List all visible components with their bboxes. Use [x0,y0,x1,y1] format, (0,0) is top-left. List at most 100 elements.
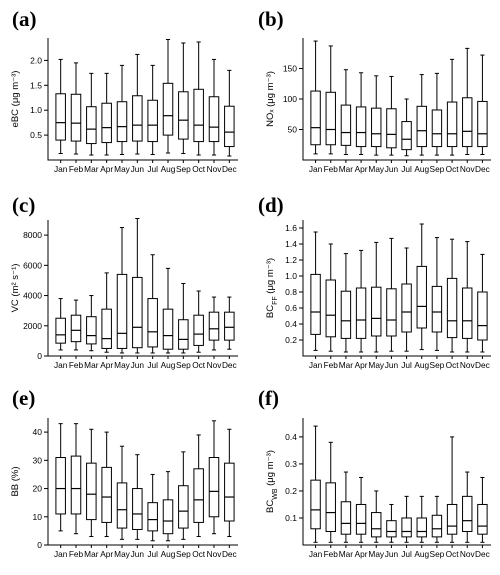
iqr-box [446,277,458,339]
y-tick-label: 0.5 [30,130,42,140]
iqr-box [55,93,66,141]
x-tick-label: Feb [69,360,84,370]
x-tick-label: Jan [54,164,68,174]
iqr-box [70,314,82,343]
iqr-box [162,499,174,535]
y-tick-label: 50 [288,125,298,135]
y-tick-label: 40 [33,427,43,437]
axis-frame [302,38,491,161]
x-tick-label: Nov [207,164,223,174]
chart-panel-d: (d) 0.2 0.4 0.6 0.8 1.0 1.2 1.4 1.6 BCFF (μg m⁻³)… [258,193,491,370]
x-tick-label: Jul [147,164,158,174]
box-apr: Apr [355,72,368,174]
box-mar: Mar [339,471,353,559]
iqr-box [355,287,367,339]
box-mar: Mar [339,253,353,370]
box-jun: Jun [131,53,145,174]
box-jan: Jan [54,298,68,370]
box-apr: Apr [100,72,113,174]
x-tick-label: Oct [446,164,460,174]
x-tick-label: Jun [131,164,145,174]
axis-frame [302,220,491,357]
x-tick-label: Jul [147,549,158,559]
x-tick-label: Jun [385,549,399,559]
iqr-box [147,502,158,532]
box-dec: Dec [222,69,237,174]
iqr-box [86,316,97,345]
y-tick-label: 0.8 [285,287,297,297]
box-mar: Mar [339,69,353,174]
box-oct: Oct [446,436,459,559]
x-tick-label: Dec [222,164,237,174]
x-tick-label: Aug [161,360,176,370]
x-tick-label: May [368,549,385,559]
iqr-box [178,319,189,350]
x-tick-label: Apr [355,549,368,559]
x-tick-label: Sep [176,164,191,174]
box-feb: Feb [69,62,84,174]
iqr-box [477,291,488,341]
box-oct: Oct [192,41,206,174]
box-dec: Dec [222,296,237,370]
iqr-box [193,88,204,143]
y-tick-label: 2.0 [30,55,42,65]
x-tick-label: Jul [401,164,412,174]
x-tick-label: Dec [222,549,237,559]
box-jul: Jul [147,254,158,370]
y-tick-label: 150 [283,64,297,74]
y-tick-label: 0.4 [285,319,297,329]
box-may: May [114,227,131,370]
iqr-box [355,503,367,535]
x-tick-label: Sep [430,360,445,370]
iqr-box [70,455,82,515]
iqr-box [208,311,220,341]
y-tick-label: 0.6 [285,303,297,313]
x-tick-label: Dec [475,360,490,370]
x-tick-label: May [368,164,385,174]
y-axis-label: NOₓ (μg m⁻³) [265,71,276,127]
box-dec: Dec [475,476,490,559]
iqr-box [132,95,143,142]
y-tick-label: 0.1 [285,513,297,523]
x-tick-label: Mar [84,360,99,370]
box-jan: Jan [309,425,323,559]
x-tick-label: Feb [324,549,339,559]
x-tick-label: Jan [309,360,323,370]
box-jan: Jan [54,423,68,559]
box-feb: Feb [69,299,84,370]
x-tick-label: Oct [192,549,206,559]
box-jun: Jun [385,75,398,174]
x-tick-label: Jul [401,549,412,559]
panel-label: (b) [258,7,284,31]
box-oct: Oct [192,290,206,370]
iqr-box [70,93,82,142]
iqr-box [86,462,97,521]
y-axis-label: BCWB (μg m⁻³) [265,450,279,513]
box-aug: Aug [414,495,430,559]
box-oct: Oct [192,434,206,559]
iqr-box [431,109,443,148]
x-tick-label: Jun [131,549,145,559]
x-tick-label: Oct [192,164,206,174]
iqr-box [462,97,473,148]
y-tick-label: 1.2 [285,255,297,265]
x-tick-label: Jan [309,164,323,174]
iqr-box [224,105,235,148]
box-may: May [114,64,131,174]
x-tick-label: Apr [355,164,368,174]
box-feb: Feb [324,441,339,559]
y-tick-label: 20 [33,484,43,494]
x-tick-label: Nov [460,360,476,370]
box-feb: Feb [69,423,84,559]
x-tick-label: Aug [161,549,176,559]
iqr-box [340,501,352,535]
x-tick-label: Feb [324,164,339,174]
box-jul: Jul [401,247,412,370]
y-tick-label: 1.0 [285,271,297,281]
iqr-box [86,106,97,145]
box-may: May [368,241,385,370]
box-sep: Sep [176,282,191,370]
y-tick-label: 1.5 [30,80,42,90]
